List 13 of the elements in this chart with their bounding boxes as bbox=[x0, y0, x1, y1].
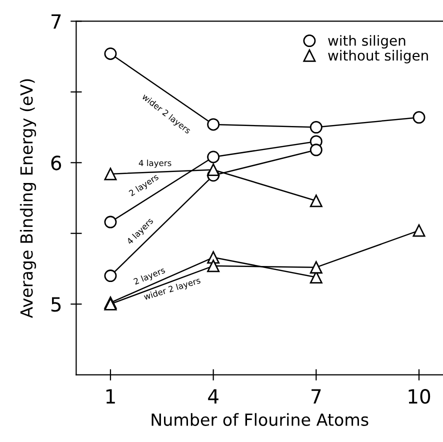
legend-label: with siligen bbox=[328, 35, 406, 49]
y-tick-label: 7 bbox=[52, 14, 61, 29]
x-tick-label: 10 bbox=[408, 389, 430, 404]
x-tick-label: 7 bbox=[312, 389, 321, 404]
x-tick-label: 1 bbox=[106, 389, 115, 404]
y-tick-label: 6 bbox=[51, 156, 62, 170]
annotation: 2 layers bbox=[133, 266, 166, 286]
y-tick-label: 5 bbox=[51, 297, 61, 312]
annotation: 4 layers bbox=[138, 160, 172, 168]
x-axis-title: Number of Flourine Atoms bbox=[152, 413, 368, 426]
x-tick-label: 4 bbox=[208, 389, 218, 404]
y-axis-title: Average Binding Energy (eV) bbox=[20, 79, 36, 318]
legend-label: without siligen bbox=[328, 50, 428, 64]
